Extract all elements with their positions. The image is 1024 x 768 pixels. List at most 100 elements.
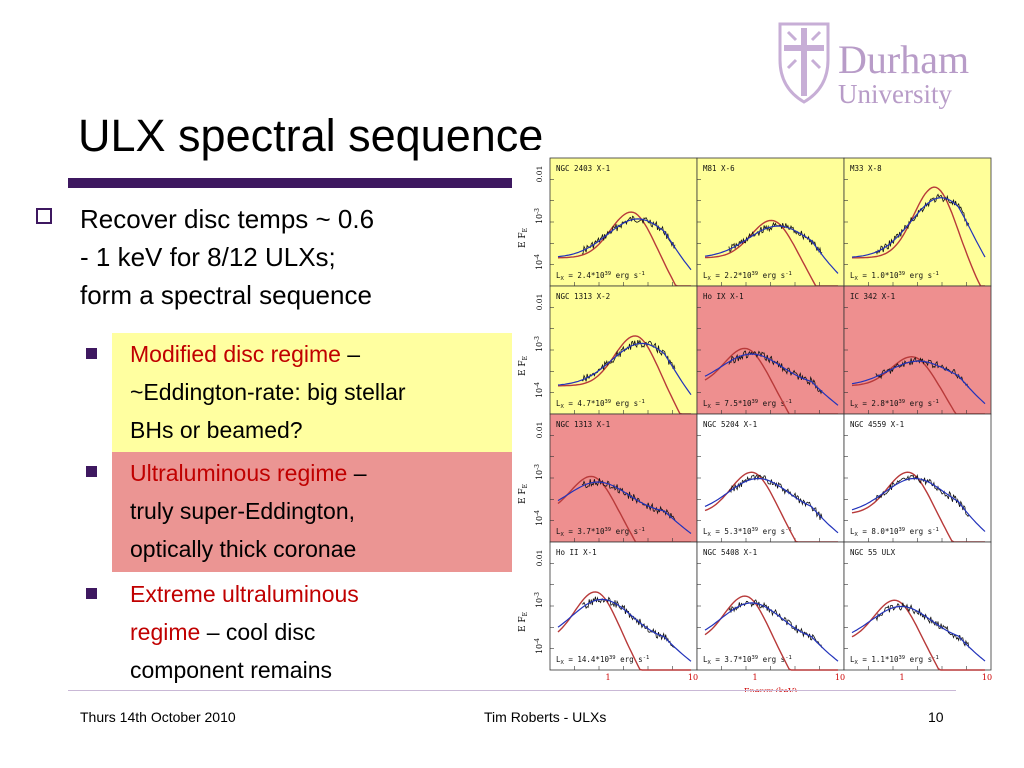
spectrum-data <box>581 339 676 382</box>
panel-source-name: M33 X-8 <box>850 164 882 173</box>
best-fit-curve <box>851 197 986 258</box>
panel-source-name: NGC 5204 X-1 <box>703 420 757 429</box>
disc-model-curve <box>557 591 691 671</box>
panel-luminosity: LX = 7.5*1039 erg s-1 <box>703 399 792 410</box>
panel-source-name: NGC 4559 X-1 <box>850 420 904 429</box>
best-fit-curve <box>704 477 839 534</box>
panel-frame <box>696 285 845 415</box>
panel-source-name: NGC 55 ULX <box>850 548 896 557</box>
xtick-label: 1 <box>605 673 610 682</box>
slide-title: ULX spectral sequence <box>78 110 544 161</box>
spectrum-panel: NGC 4559 X-1 LX = 8.0*1039 erg s-1 <box>843 413 992 543</box>
panel-luminosity: LX = 5.3*1039 erg s-1 <box>703 527 792 538</box>
regime-name: Ultraluminous regime <box>130 460 348 486</box>
sub-bullet-ultraluminous: Ultraluminous regime – truly super-Eddin… <box>130 454 510 568</box>
panel-frame <box>549 541 698 671</box>
footer-divider <box>68 690 956 691</box>
spectrum-panel: NGC 5204 X-1 LX = 5.3*1039 erg s-1 <box>696 413 845 543</box>
best-fit-curve <box>557 598 692 662</box>
spectrum-data <box>728 599 823 649</box>
footer-author: Tim Roberts - ULXs <box>484 709 607 725</box>
sub-bullet-line: BHs or beamed? <box>130 417 303 443</box>
spectra-panels: NGC 2403 X-1 LX = 2.4*1039 erg s-1 M81 X-6… <box>549 157 992 671</box>
title-underline <box>68 178 520 188</box>
regime-name: Modified disc regime <box>130 341 341 367</box>
panel-source-name: M81 X-6 <box>703 164 735 173</box>
panel-luminosity: LX = 3.7*1039 erg s-1 <box>556 527 645 538</box>
spectrum-panel: M81 X-6 LX = 2.2*1039 erg s-1 <box>696 157 845 287</box>
panel-luminosity: LX = 2.2*1039 erg s-1 <box>703 271 792 282</box>
panel-frame <box>843 157 992 287</box>
regime-name: Extreme ultraluminous <box>130 581 359 607</box>
spectrum-panel: Ho II X-1 LX = 14.4*1039 erg s-1 <box>549 541 698 671</box>
logo-subtitle: University <box>838 79 952 109</box>
spectrum-data <box>875 602 970 649</box>
spectrum-data <box>728 474 823 520</box>
footer-page-number: 10 <box>928 709 944 725</box>
spectrum-panel: NGC 2403 X-1 LX = 2.4*1039 erg s-1 <box>549 157 698 287</box>
best-fit-curve <box>704 225 839 274</box>
main-bullet: Recover disc temps ~ 0.6 - 1 keV for 8/1… <box>80 200 510 314</box>
main-bullet-line: - 1 keV for 8/12 ULXs; <box>80 242 336 272</box>
ytick-label: 10-4 <box>534 638 544 654</box>
best-fit-curve <box>557 218 692 271</box>
ytick-label: 0.01 <box>535 422 544 439</box>
spectrum-data <box>581 596 676 649</box>
spectrum-panel: NGC 55 ULX LX = 1.1*1039 erg s-1 <box>843 541 992 671</box>
xtick-label: 10 <box>688 673 698 682</box>
footer-date: Thurs 14th October 2010 <box>80 709 236 725</box>
ytick-label: 10-4 <box>534 254 544 270</box>
panel-frame <box>696 541 845 671</box>
sub-bullet-line: component remains <box>130 657 332 683</box>
panel-luminosity: LX = 3.7*1039 erg s-1 <box>703 655 792 666</box>
yellow-highlight-box <box>112 333 514 452</box>
disc-model-curve <box>558 335 691 415</box>
main-bullet-line: Recover disc temps ~ 0.6 <box>80 204 375 234</box>
x-axis-label: Energy (keV) <box>744 687 797 692</box>
panel-source-name: Ho II X-1 <box>556 548 597 557</box>
dash: – <box>340 341 361 367</box>
best-fit-curve <box>851 477 986 532</box>
dash: – <box>347 460 367 486</box>
panel-frame <box>549 413 698 543</box>
ytick-label: 10-3 <box>534 336 544 352</box>
ytick-label: 10-3 <box>534 208 544 224</box>
durham-crest-icon <box>778 22 830 104</box>
ytick-label: 10-3 <box>534 464 544 480</box>
best-fit-curve <box>704 353 839 406</box>
panel-frame <box>696 413 845 543</box>
square-bullet-icon <box>86 348 97 359</box>
logo-wordmark: Durham <box>838 37 970 82</box>
best-fit-curve <box>851 360 986 405</box>
panel-source-name: Ho IX X-1 <box>703 292 744 301</box>
ulx-spectra-figure: NGC 2403 X-1 LX = 2.4*1039 erg s-1 M81 X-6… <box>512 150 998 692</box>
hollow-square-bullet-icon <box>36 208 52 224</box>
spectrum-data <box>581 478 676 521</box>
panel-luminosity: LX = 4.7*1039 erg s-1 <box>556 399 645 410</box>
sub-bullet-extreme: Extreme ultraluminous regime – cool disc… <box>130 575 510 689</box>
sub-bullet-line: truly super-Eddington, <box>130 498 356 524</box>
disc-model-curve <box>557 211 691 287</box>
spectrum-panel: NGC 5408 X-1 LX = 3.7*1039 erg s-1 <box>696 541 845 671</box>
best-fit-curve <box>557 481 692 534</box>
xtick-label: 1 <box>899 673 904 682</box>
sub-bullet-line: ~Eddington-rate: big stellar <box>130 379 406 405</box>
y-axis-label: E FE <box>518 484 529 504</box>
spectrum-data <box>581 215 676 255</box>
disc-model-curve <box>852 186 985 287</box>
xtick-label: 10 <box>835 673 845 682</box>
ytick-label: 10-3 <box>534 592 544 608</box>
square-bullet-icon <box>86 466 97 477</box>
panel-source-name: NGC 1313 X-2 <box>556 292 610 301</box>
ytick-label: 10-4 <box>534 510 544 526</box>
panel-frame <box>843 285 992 415</box>
panel-luminosity: LX = 1.0*1039 erg s-1 <box>850 271 939 282</box>
ytick-label: 10-4 <box>534 382 544 398</box>
sub-bullet-modified-disc: Modified disc regime – ~Eddington-rate: … <box>130 335 510 449</box>
best-fit-curve <box>851 605 986 662</box>
spectrum-panel: IC 342 X-1 LX = 2.8*1039 erg s-1 <box>843 285 992 415</box>
panel-source-name: NGC 5408 X-1 <box>703 548 757 557</box>
spectrum-panel: M33 X-8 LX = 1.0*1039 erg s-1 <box>843 157 992 287</box>
panel-luminosity: LX = 2.4*1039 erg s-1 <box>556 271 645 282</box>
y-axis-label: E FE <box>518 612 529 632</box>
